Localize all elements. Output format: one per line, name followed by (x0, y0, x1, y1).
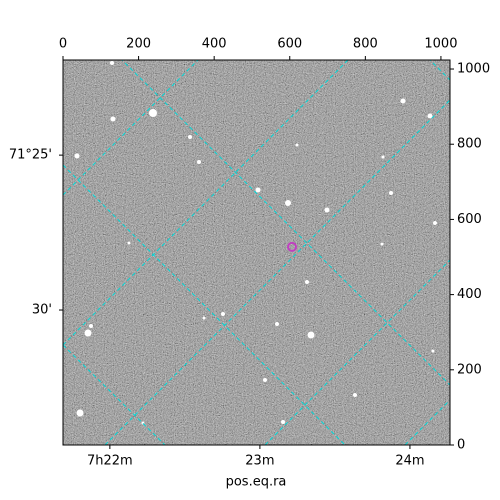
y-tick-label: 0 (457, 438, 465, 453)
dec-tick-label: 30' (32, 303, 52, 318)
y-tick-label: 800 (457, 137, 482, 152)
image-noise (63, 60, 450, 445)
x-tick-label: 600 (277, 37, 302, 52)
y-tick-label: 600 (457, 212, 482, 227)
dec-tick-label: 71°25' (9, 148, 52, 163)
y-tick-label: 400 (457, 287, 482, 302)
stars (74, 61, 437, 425)
x-tick-label: 1000 (424, 37, 457, 52)
ra-tick-label: 7h22m (87, 454, 133, 469)
y-tick-label: 1000 (457, 62, 490, 77)
x-tick-label: 0 (59, 37, 67, 52)
x-tick-label: 800 (353, 37, 378, 52)
x-tick-label: 200 (126, 37, 151, 52)
target-marker (287, 241, 298, 252)
x-tick-label: 400 (202, 37, 227, 52)
coordinate-grid (63, 60, 450, 445)
ra-tick-label: 24m (395, 454, 424, 469)
axes-frame (62, 59, 451, 446)
x-axis-label: pos.eq.ra (226, 475, 287, 490)
y-tick-label: 200 (457, 362, 482, 377)
ra-tick-label: 23m (245, 454, 274, 469)
